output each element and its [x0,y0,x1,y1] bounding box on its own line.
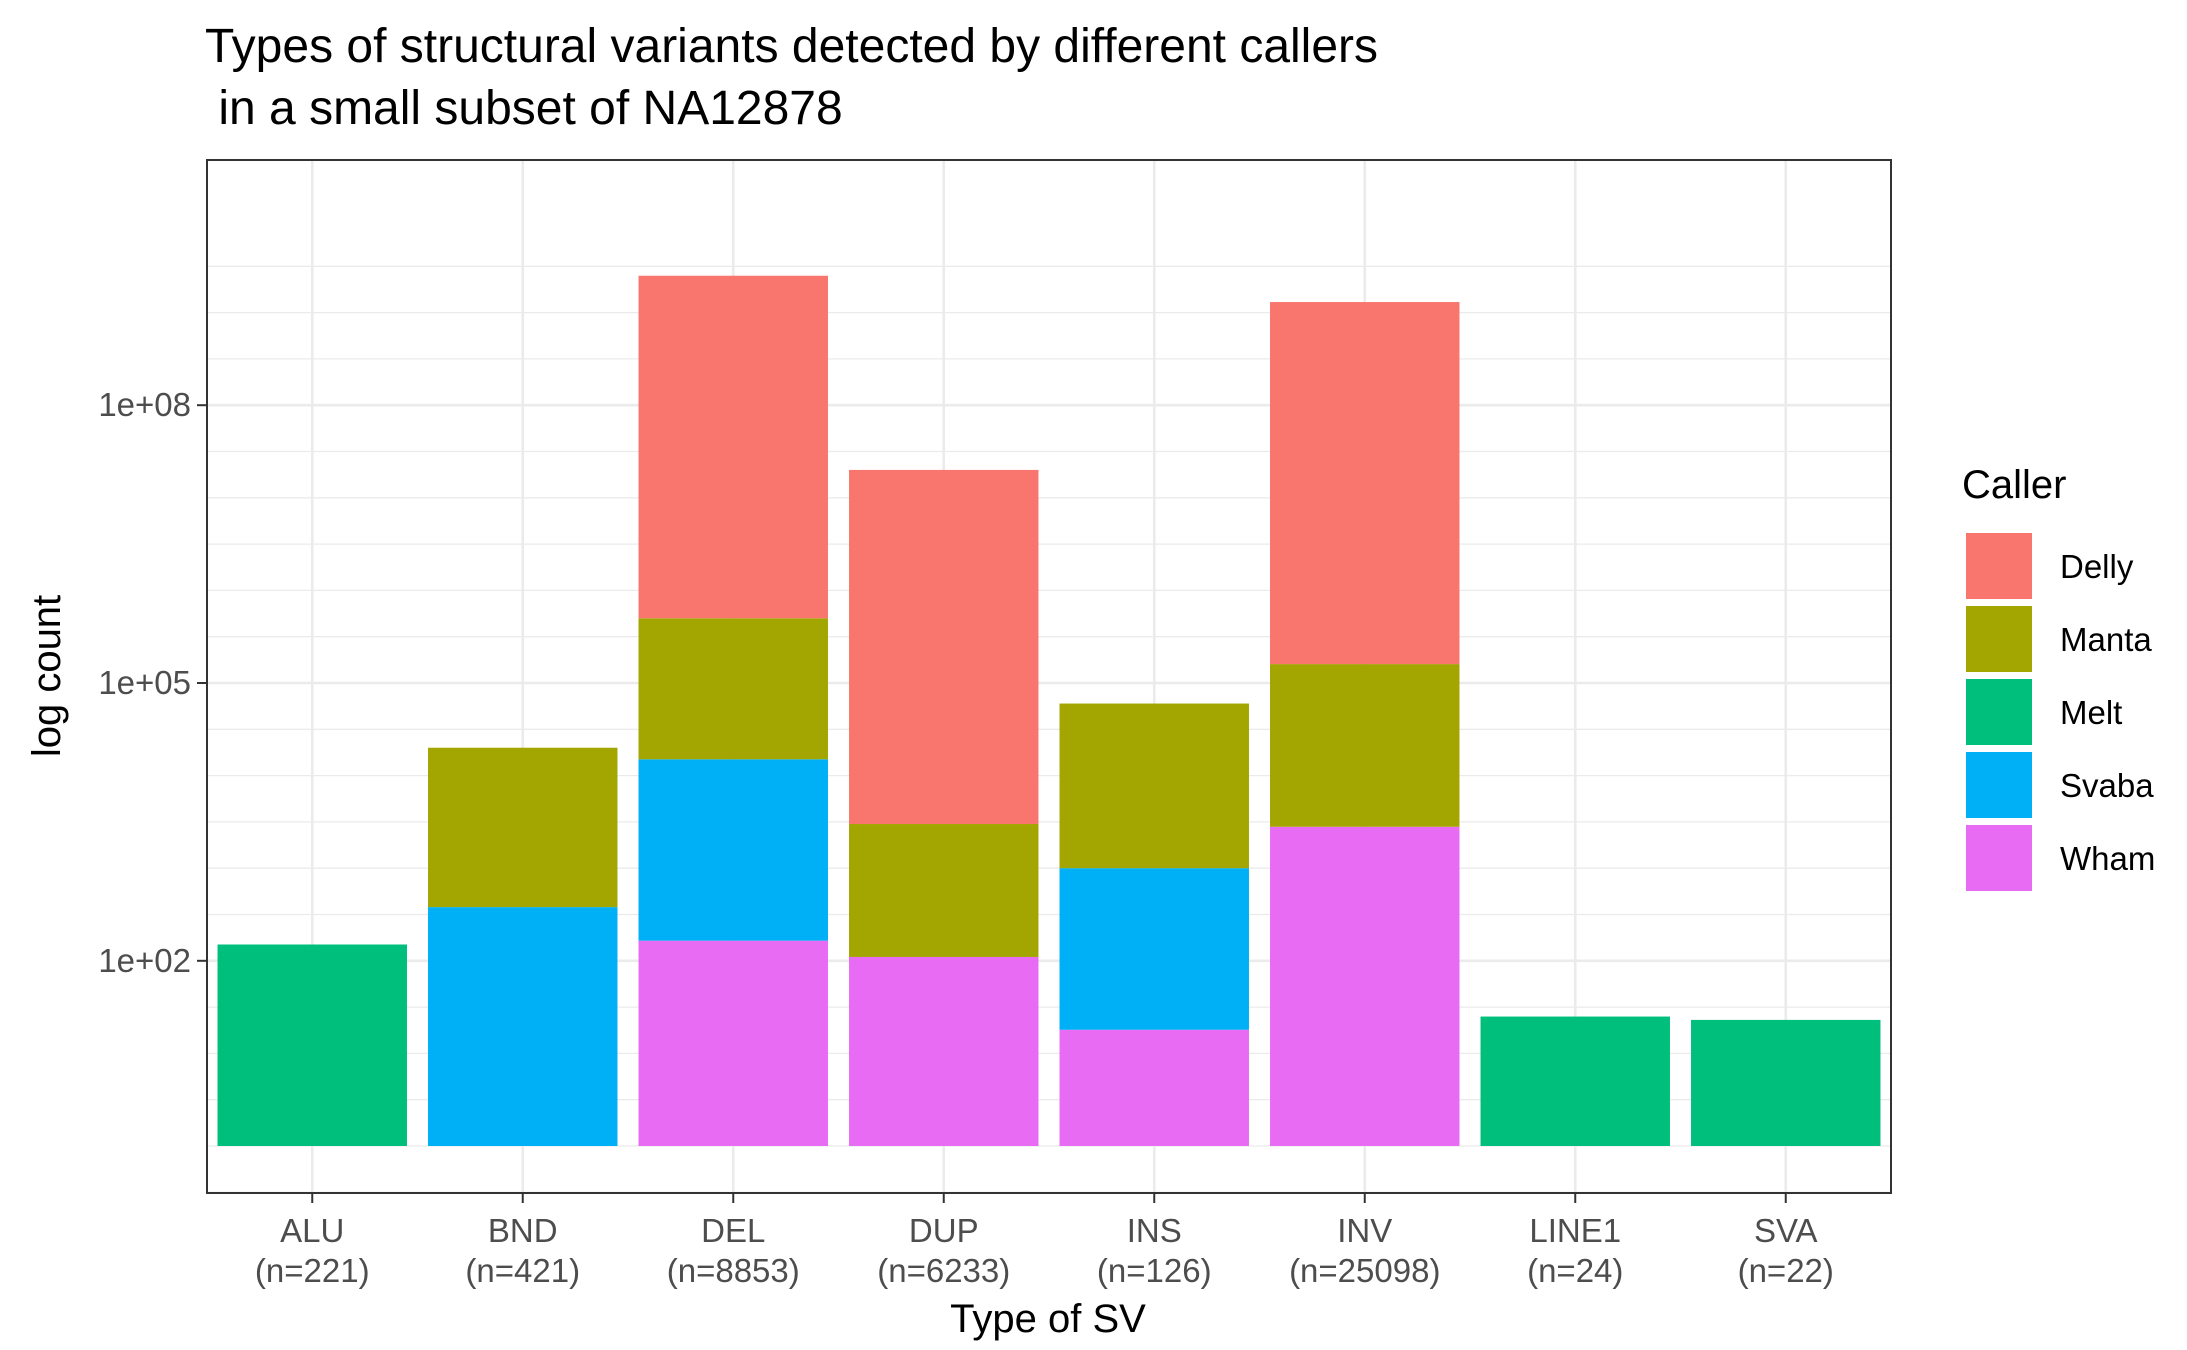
bar-alu-melt [217,944,407,1146]
bar-inv-delly [1270,302,1460,665]
x-tick-label: INV [1337,1212,1392,1249]
legend-label: Delly [2060,548,2134,585]
bar-del-wham [638,940,828,1146]
bar-ins-wham [1059,1029,1249,1146]
bar-ins-svaba [1059,868,1249,1030]
x-tick-label: LINE1 [1529,1212,1621,1249]
legend-title: Caller [1962,463,2066,507]
x-tick-count-label: (n=221) [255,1252,370,1289]
bars [217,275,1881,1146]
bar-bnd-manta [428,747,618,908]
x-tick-count-label: (n=8853) [667,1252,800,1289]
x-tick-label: DEL [701,1212,765,1249]
bar-dup-wham [849,956,1039,1146]
x-tick-count-label: (n=421) [465,1252,580,1289]
chart-title-line2: in a small subset of NA12878 [205,82,843,135]
x-axis: ALU(n=221) BND(n=421) DEL(n=8853) DUP(n=623… [255,1193,1834,1289]
legend-label: Wham [2060,840,2155,877]
x-axis-title: Type of SV [950,1297,1146,1341]
x-tick-count-label: (n=6233) [877,1252,1010,1289]
bar-inv-wham [1270,826,1460,1146]
x-tick-label: ALU [280,1212,344,1249]
y-tick-label: 1e+05 [98,664,191,701]
bar-del-delly [638,275,828,619]
y-axis-title: log count [25,595,69,757]
bar-bnd-svaba [428,907,618,1146]
x-tick-count-label: (n=25098) [1289,1252,1440,1289]
legend-key-svaba [1966,752,2032,818]
bar-sva-melt [1691,1019,1881,1146]
x-tick-count-label: (n=126) [1097,1252,1212,1289]
y-tick-label: 1e+08 [98,386,191,423]
legend-key-wham [1966,825,2032,891]
y-tick-label: 1e+02 [98,942,191,979]
bar-dup-delly [849,469,1039,825]
legend-key-delly [1966,533,2032,599]
legend-label: Svaba [2060,767,2154,804]
bar-del-manta [638,618,828,760]
bar-del-svaba [638,759,828,941]
legend: Caller Delly Manta Melt Svaba Wham [1962,463,2155,891]
legend-label: Manta [2060,621,2152,658]
x-tick-count-label: (n=24) [1527,1252,1623,1289]
x-tick-label: INS [1127,1212,1182,1249]
bar-dup-manta [849,824,1039,957]
legend-key-manta [1966,606,2032,672]
legend-key-melt [1966,679,2032,745]
legend-label: Melt [2060,694,2122,731]
plot-panel-border [206,159,1892,1194]
bar-line1-melt [1480,1016,1670,1146]
bar-ins-manta [1059,703,1249,869]
x-tick-label: SVA [1754,1212,1818,1249]
x-tick-count-label: (n=22) [1738,1252,1834,1289]
y-axis: 1e+02 1e+05 1e+08 [98,386,207,979]
chart-title-line1: Types of structural variants detected by… [205,20,1378,73]
x-tick-label: DUP [909,1212,979,1249]
x-tick-label: BND [488,1212,558,1249]
bar-inv-manta [1270,664,1460,827]
